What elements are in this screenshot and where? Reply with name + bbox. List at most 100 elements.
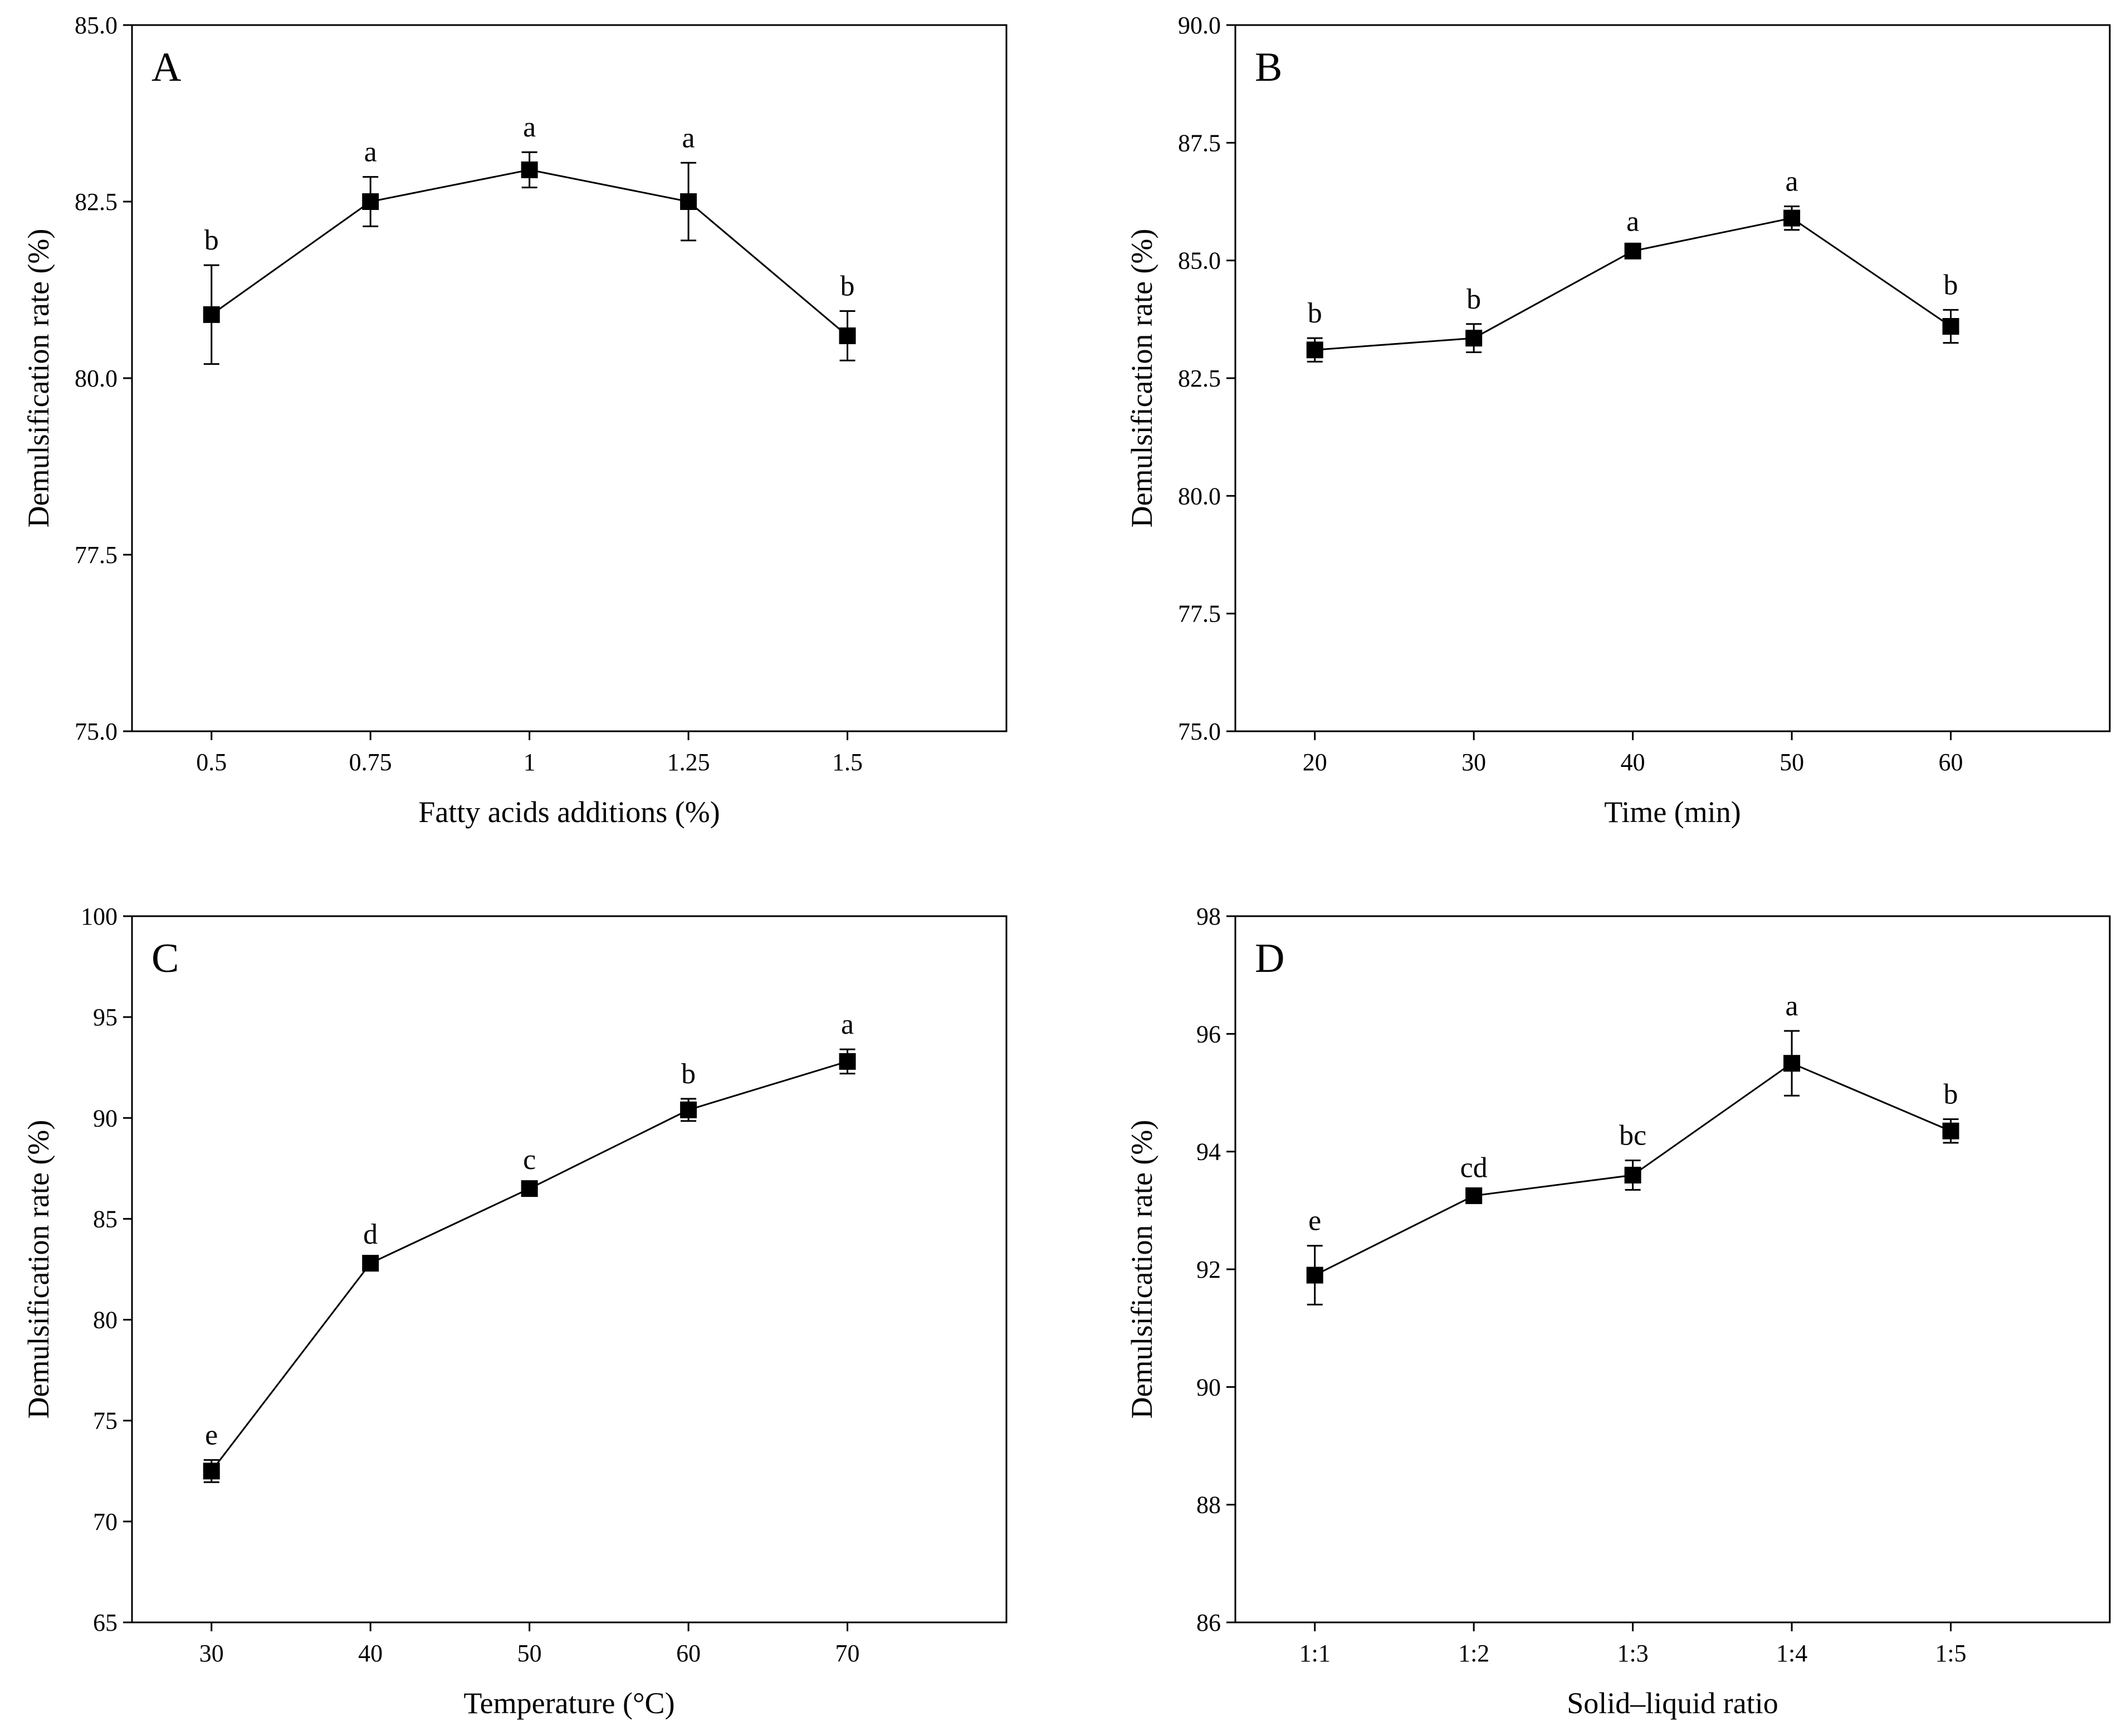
y-tick-label: 65	[93, 1609, 118, 1636]
y-tick-label: 88	[1196, 1492, 1221, 1519]
y-tick-label: 85.0	[75, 12, 118, 39]
chart-panel-d: 86 88 90 92 94 96 98 1:1 1:2 1:3 1:4 1:5 Solid–liqui…	[1125, 903, 2111, 1720]
significance-letter: b	[840, 271, 855, 302]
y-tick-label: 96	[1196, 1020, 1221, 1048]
x-tick-label: 1:1	[1299, 1640, 1331, 1667]
x-tick-label: 0.5	[196, 749, 227, 776]
panel-label: D	[1255, 936, 1284, 981]
y-tick-label: 85	[93, 1205, 118, 1233]
significance-letter: c	[523, 1144, 536, 1176]
data-point	[1942, 318, 1959, 335]
y-tick-label: 98	[1196, 903, 1221, 930]
y-tick-label: 70	[93, 1508, 118, 1535]
data-point	[521, 161, 538, 178]
x-tick-label: 40	[358, 1640, 383, 1667]
data-point	[1306, 341, 1323, 359]
plot-frame	[131, 915, 1008, 1623]
significance-letter: bc	[1619, 1120, 1646, 1152]
series-line	[211, 1060, 848, 1472]
significance-letter: b	[681, 1058, 696, 1090]
plot-frame	[131, 24, 1008, 732]
y-tick-label: 80	[93, 1307, 118, 1334]
x-tick-label: 50	[517, 1640, 542, 1667]
chart-panel-a: 75.0 77.5 80.0 82.5 85.0 0.5 0.75 1 1.25 1.5 Fatty…	[22, 12, 1008, 829]
significance-letter: a	[1786, 165, 1798, 197]
y-tick-label: 82.5	[1178, 365, 1221, 392]
y-tick-label: 95	[93, 1004, 118, 1031]
plot-frame	[1234, 915, 2111, 1623]
series-line	[1314, 217, 1952, 351]
significance-letter: a	[364, 136, 377, 168]
significance-letter: a	[682, 122, 695, 154]
x-tick-label: 20	[1303, 749, 1327, 776]
data-point	[1624, 1166, 1641, 1184]
data-point	[1942, 1122, 1959, 1140]
significance-letter: e	[1308, 1205, 1321, 1237]
significance-letter: a	[841, 1009, 854, 1040]
y-tick-label: 77.5	[75, 541, 118, 569]
significance-letter: b	[1944, 269, 1958, 301]
data-point	[362, 1255, 379, 1272]
y-tick-label: 87.5	[1178, 129, 1221, 157]
x-tick-label: 1	[524, 749, 536, 776]
data-point	[1783, 1055, 1801, 1072]
y-tick-label: 75.0	[1178, 718, 1221, 745]
significance-letter: e	[205, 1419, 218, 1451]
x-tick-label: 1:4	[1776, 1640, 1807, 1667]
data-point	[839, 327, 856, 344]
y-tick-label: 90	[1196, 1373, 1221, 1401]
y-tick-label: 90.0	[1178, 12, 1221, 39]
chart-panel-b: 75.0 77.5 80.0 82.5 85.0 87.5 90.0 20 30 40 50 60 Ti…	[1125, 12, 2111, 829]
x-tick-label: 1:5	[1935, 1640, 1966, 1667]
data-point	[1783, 209, 1801, 227]
chart-panel-c: 65 70 75 80 85 90 95 100 30 40 50 60 70 Temperature (…	[22, 903, 1008, 1720]
y-axis-title: Demulsification rate (%)	[1125, 229, 1158, 528]
x-axis-title: Time (min)	[1604, 795, 1741, 829]
plot-frame	[1234, 24, 2111, 732]
y-tick-label: 77.5	[1178, 600, 1221, 628]
y-tick-label: 86	[1196, 1609, 1221, 1636]
y-axis-title: Demulsification rate (%)	[22, 229, 55, 528]
x-tick-label: 0.75	[349, 749, 392, 776]
x-tick-label: 30	[1461, 749, 1486, 776]
y-tick-label: 80.0	[75, 365, 118, 392]
panel-label: A	[151, 45, 181, 90]
x-tick-label: 70	[835, 1640, 860, 1667]
significance-letter: b	[1308, 297, 1322, 329]
data-point	[680, 193, 697, 210]
data-point	[203, 306, 220, 323]
y-tick-label: 80.0	[1178, 482, 1221, 510]
panel-label: C	[151, 936, 179, 981]
significance-letter: b	[1466, 283, 1481, 315]
y-tick-label: 85.0	[1178, 247, 1221, 275]
x-tick-label: 1.5	[832, 749, 863, 776]
y-axis-title: Demulsification rate (%)	[22, 1120, 55, 1419]
x-tick-label: 60	[1939, 749, 1963, 776]
y-tick-label: 75.0	[75, 718, 118, 745]
panel-label: B	[1255, 45, 1282, 90]
y-tick-label: 94	[1196, 1138, 1221, 1166]
data-point	[680, 1101, 697, 1118]
significance-letter: b	[204, 224, 219, 256]
significance-letter: a	[1626, 206, 1639, 237]
x-tick-label: 1:2	[1458, 1640, 1489, 1667]
x-tick-label: 50	[1779, 749, 1804, 776]
x-tick-label: 1.25	[667, 749, 710, 776]
y-axis-title: Demulsification rate (%)	[1125, 1120, 1158, 1419]
data-point	[362, 193, 379, 210]
series-line	[211, 169, 848, 337]
data-point	[1624, 242, 1641, 260]
significance-letter: cd	[1460, 1152, 1488, 1184]
significance-letter: a	[1786, 990, 1798, 1022]
x-tick-label: 30	[199, 1640, 224, 1667]
data-point	[1465, 330, 1483, 347]
x-axis-title: Solid–liquid ratio	[1567, 1686, 1778, 1720]
data-point	[521, 1180, 538, 1197]
significance-letter: d	[363, 1219, 378, 1250]
significance-letter: b	[1944, 1079, 1958, 1111]
x-axis-title: Fatty acids additions (%)	[418, 795, 720, 829]
significance-letter: a	[523, 111, 536, 143]
y-tick-label: 82.5	[75, 188, 118, 216]
y-tick-label: 92	[1196, 1256, 1221, 1283]
